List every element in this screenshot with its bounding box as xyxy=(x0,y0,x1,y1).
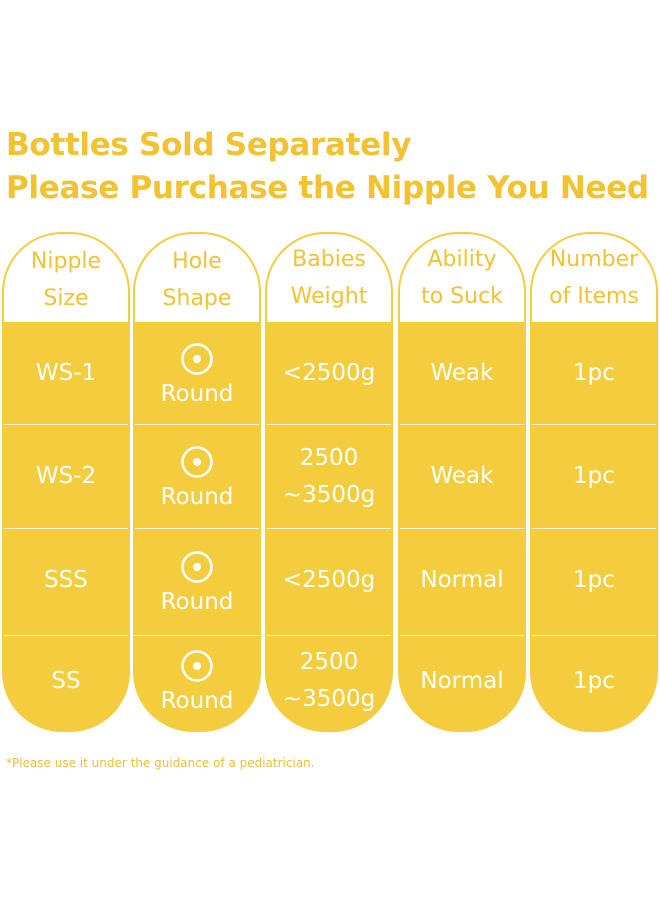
row-divider xyxy=(135,424,259,425)
row-divider xyxy=(135,635,259,636)
cell-items: 1pc xyxy=(532,425,656,528)
column-header: Nipple Size xyxy=(4,234,128,322)
cell-shape: Round xyxy=(135,639,259,729)
cell-text: Round xyxy=(160,588,234,615)
cell-size: WS-1 xyxy=(4,322,128,424)
cell-text: 2500 xyxy=(299,649,359,675)
round-hole-icon xyxy=(181,446,213,478)
cell-text: Weak xyxy=(430,463,494,489)
cell-text: ~3500g xyxy=(282,686,376,712)
cell-text: 1pc xyxy=(573,359,615,386)
row-divider xyxy=(400,424,524,425)
column-hole-shape: Hole Shape Round Round Round Round xyxy=(133,232,261,732)
cell-weight: 2500 ~3500g xyxy=(267,636,391,726)
cell-text: ~3500g xyxy=(282,481,376,508)
cell-items: 1pc xyxy=(532,322,656,424)
header-line: Nipple xyxy=(30,249,102,274)
cell-text: Round xyxy=(160,687,234,714)
cell-text: Normal xyxy=(420,566,504,593)
cell-text: SSS xyxy=(44,566,88,593)
cell-weight: 2500 ~3500g xyxy=(267,425,391,528)
cell-shape: Round xyxy=(135,429,259,532)
row-divider xyxy=(267,424,391,425)
cell-text: 1pc xyxy=(573,566,615,593)
cell-size: SSS xyxy=(4,529,128,631)
row-divider xyxy=(400,528,524,529)
cell-suck: Normal xyxy=(400,636,524,726)
cell-suck: Weak xyxy=(400,322,524,424)
header-line: Size xyxy=(43,286,89,311)
cell-weight: <2500g xyxy=(267,322,391,424)
footnote: *Please use it under the guidance of a p… xyxy=(6,756,315,770)
heading-line-2: Please Purchase the Nipple You Need xyxy=(6,170,649,206)
header-line: to Suck xyxy=(421,284,503,309)
cell-text: 1pc xyxy=(573,667,615,694)
column-nipple-size: Nipple Size WS-1 WS-2 SSS SS xyxy=(2,232,130,732)
header-line: of Items xyxy=(549,284,639,309)
header-line: Number xyxy=(549,247,639,272)
header-line: Babies xyxy=(292,247,366,272)
column-babies-weight: Babies Weight <2500g 2500 ~3500g <2500g … xyxy=(265,232,393,732)
cell-text: 2500 xyxy=(299,444,359,471)
column-header: Babies Weight xyxy=(267,234,391,322)
column-header: Number of Items xyxy=(532,234,656,322)
heading-line-1: Bottles Sold Separately xyxy=(6,127,412,163)
row-divider xyxy=(4,424,128,425)
header-line: Shape xyxy=(162,286,232,311)
round-hole-icon xyxy=(181,550,213,583)
cell-size: SS xyxy=(4,636,128,726)
row-divider xyxy=(267,528,391,529)
cell-text: WS-2 xyxy=(35,463,97,489)
cell-text: Normal xyxy=(420,667,504,694)
cell-weight: <2500g xyxy=(267,529,391,631)
cell-text: 1pc xyxy=(573,463,615,489)
cell-text: Round xyxy=(160,380,234,407)
row-divider xyxy=(135,528,259,529)
cell-text: SS xyxy=(51,667,81,694)
row-divider xyxy=(4,635,128,636)
cell-items: 1pc xyxy=(532,529,656,631)
header-line: Hole xyxy=(172,249,222,274)
row-divider xyxy=(532,424,656,425)
heading: Bottles Sold Separately Please Purchase … xyxy=(6,124,649,210)
cell-suck: Normal xyxy=(400,529,524,631)
cell-suck: Weak xyxy=(400,425,524,528)
cell-text: Round xyxy=(160,484,234,510)
round-hole-icon xyxy=(181,649,213,682)
cell-items: 1pc xyxy=(532,636,656,726)
column-header: Hole Shape xyxy=(135,234,259,322)
cell-text: WS-1 xyxy=(35,359,97,386)
row-divider xyxy=(4,528,128,529)
row-divider xyxy=(400,635,524,636)
cell-text: Weak xyxy=(430,359,494,386)
row-divider xyxy=(532,528,656,529)
column-ability-to-suck: Ability to Suck Weak Weak Normal Normal xyxy=(398,232,526,732)
cell-size: WS-2 xyxy=(4,425,128,528)
row-divider xyxy=(532,635,656,636)
header-line: Weight xyxy=(290,284,368,309)
row-divider xyxy=(267,635,391,636)
cell-text: <2500g xyxy=(282,359,376,386)
cell-shape: Round xyxy=(135,534,259,636)
cell-text: <2500g xyxy=(282,566,376,593)
round-hole-icon xyxy=(181,342,213,375)
cell-shape: Round xyxy=(135,326,259,428)
column-number-of-items: Number of Items 1pc 1pc 1pc 1pc xyxy=(530,232,658,732)
header-line: Ability xyxy=(427,247,497,272)
column-header: Ability to Suck xyxy=(400,234,524,322)
